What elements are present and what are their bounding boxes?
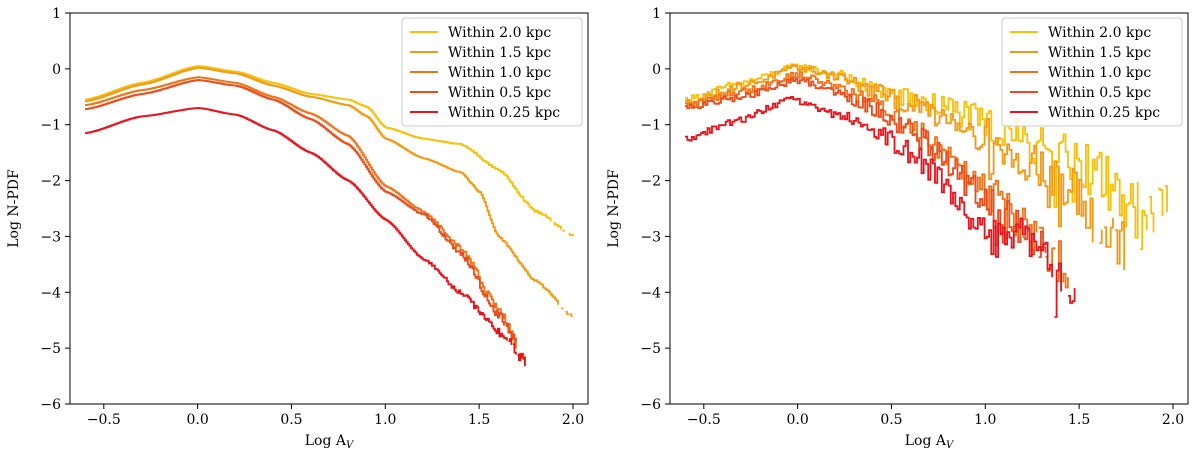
- x-tick-label: −0.5: [687, 412, 721, 428]
- y-tick-label: −3: [40, 229, 61, 245]
- legend-entry: Within 0.5 kpc: [1048, 85, 1151, 101]
- series-group: [85, 65, 574, 367]
- axes-frame: [669, 12, 1189, 405]
- legend-box: [1001, 17, 1183, 127]
- chart-panel-1: −0.5 0.0 0.5 1.0 1.5 2.0 1 0 −1 −2 −3 −4 −5 −6 Log AV L…: [6, 6, 589, 451]
- y-tick-label: −3: [640, 229, 661, 245]
- series-line-within-1-5-kpc: [685, 64, 1126, 271]
- legend-entry: Within 0.5 kpc: [448, 85, 551, 101]
- series-line-within-2-0-kpc: [85, 65, 574, 237]
- series-line-within-1-0-kpc: [85, 76, 526, 363]
- y-tick-label: −5: [640, 341, 661, 357]
- series-line-within-2-0-kpc: [685, 63, 1168, 250]
- x-tick-label: 0.5: [280, 412, 302, 428]
- legend-entry: Within 0.25 kpc: [448, 105, 560, 121]
- y-tick-label: −1: [40, 118, 61, 134]
- y-tick-label: −6: [40, 397, 61, 413]
- series-line-within-1-0-kpc: [685, 71, 1069, 289]
- legend: Within 2.0 kpc Within 1.5 kpc Within 1.0 k…: [1001, 17, 1183, 127]
- x-tick-label: 1.5: [1068, 412, 1090, 428]
- chart-panel-2: −0.5 0.0 0.5 1.0 1.5 2.0 1 0 −1 −2 −3 −4 −5 −6 Log AV L…: [606, 6, 1189, 451]
- legend-box: [401, 17, 583, 127]
- y-tick-label: −6: [640, 397, 661, 413]
- axes-frame: [69, 12, 589, 405]
- x-tick-label: 0.5: [880, 412, 902, 428]
- x-tick-label: 0.0: [786, 412, 808, 428]
- x-axis-label: Log AV: [905, 433, 955, 451]
- legend-entry: Within 2.0 kpc: [448, 25, 551, 41]
- y-tick-label: 1: [52, 6, 61, 22]
- x-tick-label: 0.0: [186, 412, 208, 428]
- y-tick-label: −5: [40, 341, 61, 357]
- y-tick-label: −2: [40, 174, 61, 190]
- y-tick-label: −2: [640, 174, 661, 190]
- y-tick-label: −4: [40, 285, 61, 301]
- x-tick-label: 2.0: [562, 412, 584, 428]
- x-tick-label: 1.0: [374, 412, 396, 428]
- x-tick-label: −0.5: [87, 412, 121, 428]
- y-tick-label: 1: [652, 6, 661, 22]
- legend-entry: Within 1.0 kpc: [448, 65, 551, 81]
- legend-entry: Within 1.5 kpc: [1048, 45, 1151, 61]
- x-tick-label: 2.0: [1162, 412, 1184, 428]
- x-axis-label: Log AV: [305, 433, 355, 451]
- legend-entry: Within 1.5 kpc: [448, 45, 551, 61]
- x-tick-label: 1.5: [468, 412, 490, 428]
- y-tick-label: −1: [640, 118, 661, 134]
- y-axis-label: Log N-PDF: [6, 169, 22, 248]
- y-tick-label: 0: [652, 62, 661, 78]
- y-axis-label: Log N-PDF: [606, 169, 622, 248]
- x-tick-label: 1.0: [974, 412, 996, 428]
- legend-entry: Within 0.25 kpc: [1048, 105, 1160, 121]
- series-group: [685, 63, 1168, 318]
- series-line-within-0-25-kpc: [685, 96, 1076, 318]
- series-line-within-0-25-kpc: [85, 107, 526, 367]
- legend-entry: Within 1.0 kpc: [1048, 65, 1151, 81]
- legend: Within 2.0 kpc Within 1.5 kpc Within 1.0 k…: [401, 17, 583, 127]
- y-tick-label: −4: [640, 285, 661, 301]
- legend-entry: Within 2.0 kpc: [1048, 25, 1151, 41]
- y-tick-label: 0: [52, 62, 61, 78]
